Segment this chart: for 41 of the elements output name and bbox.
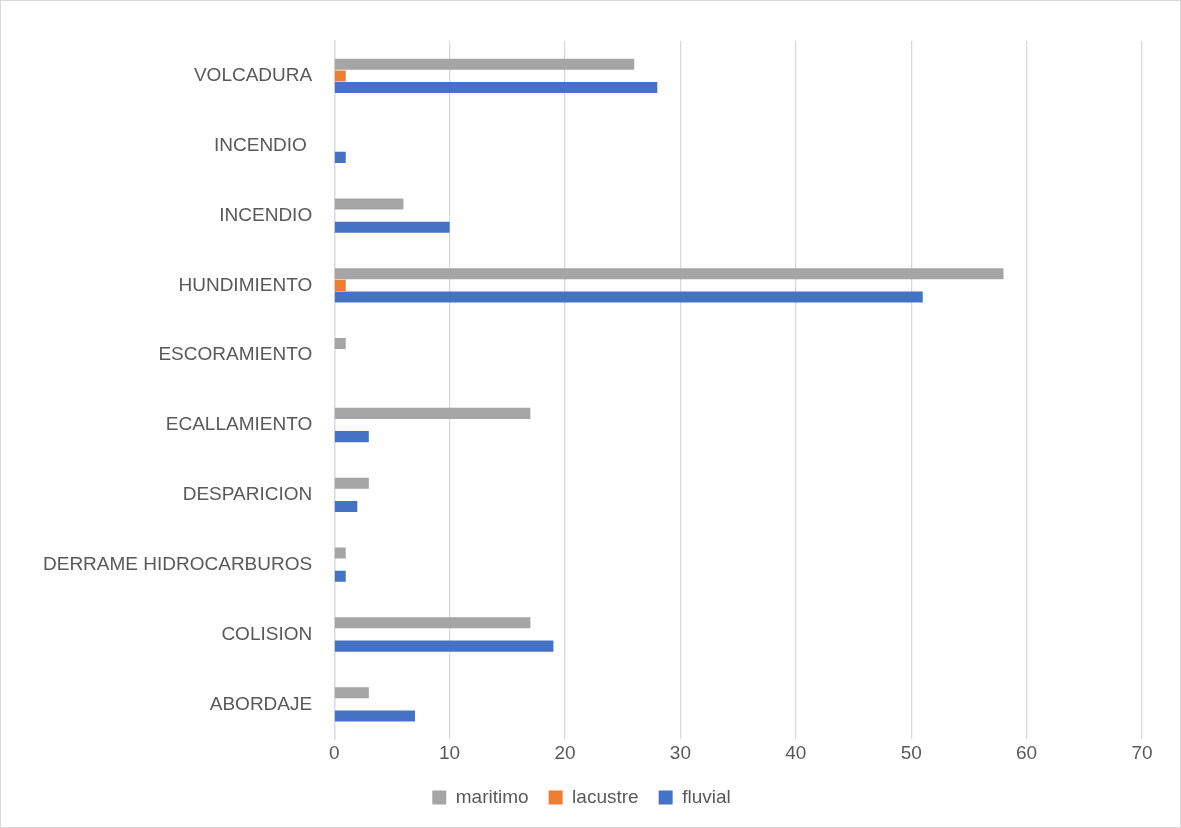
- bar: [334, 291, 923, 303]
- bar: [334, 338, 346, 350]
- bar: [334, 547, 346, 559]
- bar: [334, 58, 635, 70]
- x-tick-label: 30: [669, 741, 691, 763]
- bar: [334, 151, 346, 163]
- bar: [334, 570, 346, 582]
- bar: [334, 617, 531, 629]
- y-tick-label: VOLCADURA: [193, 64, 313, 86]
- y-tick-label: COLISION: [221, 622, 313, 644]
- x-tick-label: 40: [785, 741, 807, 763]
- x-tick-label: 50: [900, 741, 922, 763]
- y-tick-label: DERRAME HIDROCARBUROS: [42, 552, 313, 574]
- legend-label: fluvial: [682, 785, 731, 807]
- bar: [334, 640, 554, 652]
- bar: [334, 70, 346, 82]
- bar: [334, 431, 369, 443]
- bar: [334, 500, 358, 512]
- x-tick-label: 10: [439, 741, 461, 763]
- x-tick-label: 0: [328, 741, 340, 763]
- bar: [334, 221, 450, 233]
- bar: [334, 268, 1004, 280]
- y-tick-label: DESPARICION: [182, 483, 313, 505]
- legend-label: maritimo: [455, 785, 529, 807]
- bar: [334, 687, 369, 699]
- x-tick-label: 70: [1131, 741, 1153, 763]
- legend-label: lacustre: [572, 785, 639, 807]
- bar: [334, 82, 658, 94]
- y-tick-label: ECALLAMIENTO: [165, 413, 313, 435]
- y-tick-label: HUNDIMIENTO: [178, 273, 313, 295]
- bar: [334, 477, 369, 489]
- bar: [334, 407, 531, 419]
- bar: [334, 198, 404, 210]
- y-tick-label: ABORDAJE: [209, 692, 313, 714]
- x-tick-label: 60: [1016, 741, 1038, 763]
- y-tick-label: INCENDIO: [219, 203, 313, 225]
- x-tick-label: 20: [554, 741, 576, 763]
- y-tick-label: INCENDIO: [214, 133, 313, 155]
- y-tick-label: ESCORAMIENTO: [158, 343, 313, 365]
- bar: [334, 279, 346, 291]
- bar: [334, 710, 415, 722]
